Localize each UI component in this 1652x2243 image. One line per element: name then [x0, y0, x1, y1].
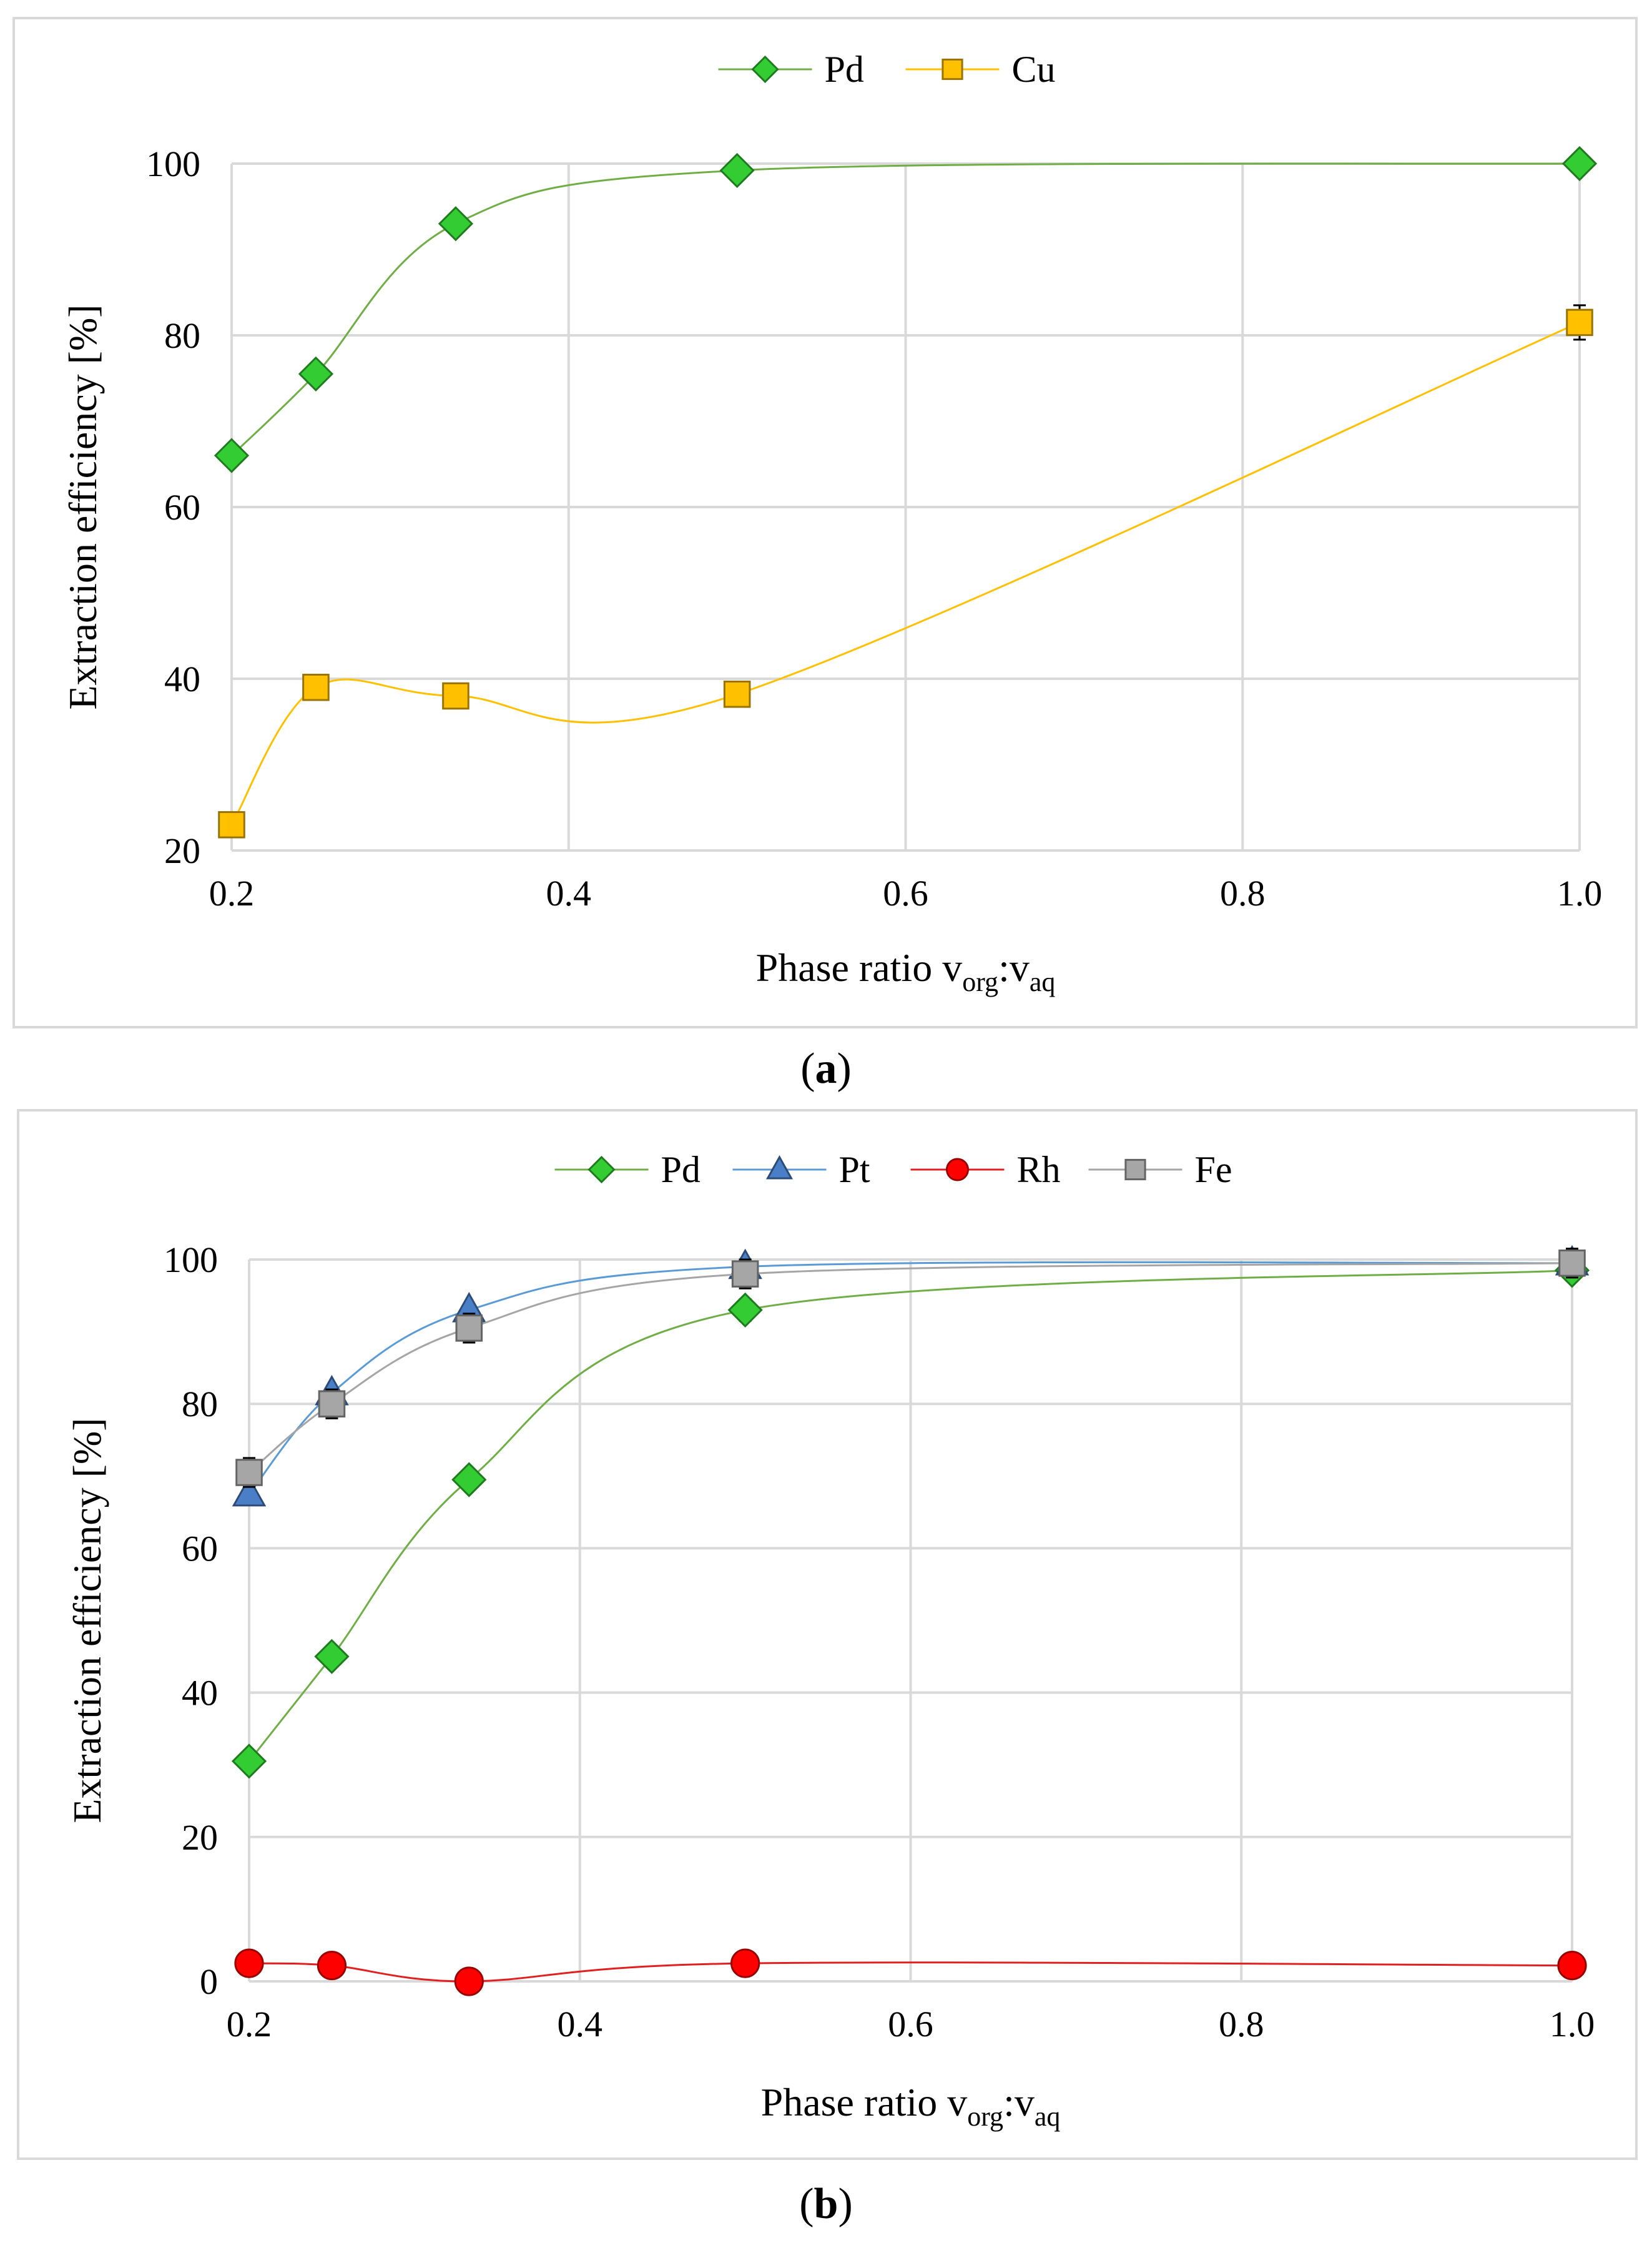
series-fe: [235, 1248, 1586, 1488]
legend-label-fe: Fe: [1195, 1149, 1232, 1190]
caption-b: (b): [799, 2180, 853, 2228]
legend-marker-pd: [588, 1155, 616, 1184]
x-axis-label-main: Phase ratio v: [756, 945, 963, 990]
x-axis-label: Phase ratio vorg:vaq: [761, 2080, 1061, 2132]
data-point-cu: [218, 811, 245, 839]
y-tick-label: 20: [182, 1817, 218, 1858]
chart-a-svg: 0.2 0.4 0.6 0.8 1.0 20 40 60 80 100 Extraction eff…: [61, 49, 1602, 997]
y-tick-label: 80: [182, 1384, 218, 1424]
series-rh: [234, 1948, 1587, 1996]
x-axis-label-colon: :v: [998, 945, 1030, 990]
y-axis-label: Extraction efficiency [%]: [61, 304, 105, 709]
x-axis-label-colon: :v: [1003, 2080, 1035, 2124]
legend-marker-cu: [942, 58, 963, 81]
data-point-pd: [298, 356, 334, 392]
x-axis-label-sub-aq: aq: [1030, 967, 1056, 997]
y-tick-label: 100: [146, 144, 200, 184]
legend-label-pd: Pd: [825, 49, 864, 90]
chart-panel-a: 0.2 0.4 0.6 0.8 1.0 20 40 60 80 100 Extraction eff…: [12, 17, 1638, 1028]
caption-a: (a): [800, 1045, 852, 1093]
data-point-pd: [719, 152, 755, 189]
legend-marker-fe: [1124, 1158, 1146, 1181]
x-tick-label: 0.2: [227, 2004, 272, 2044]
y-tick-label: 20: [164, 831, 200, 871]
data-point-rh: [730, 1948, 760, 1978]
data-point-cu: [723, 680, 751, 708]
chart-b-grid: [248, 1258, 1573, 1983]
chart-a-legend: Pd Cu: [718, 49, 1056, 90]
x-tick-label: 0.8: [1219, 2004, 1264, 2044]
data-point-cu: [442, 682, 470, 710]
x-tick-label: 0.4: [558, 2004, 603, 2044]
data-point-rh: [454, 1966, 484, 1996]
data-point-fe: [1558, 1250, 1586, 1277]
x-axis-label-sub-aq: aq: [1035, 2101, 1061, 2132]
legend-label-pt: Pt: [839, 1149, 870, 1190]
data-point-pd: [727, 1292, 763, 1328]
x-axis-label-sub-org: org: [962, 967, 998, 997]
legend-marker-pd: [751, 55, 779, 84]
data-point-fe: [731, 1260, 759, 1288]
x-tick-label: 0.4: [546, 873, 592, 914]
data-point-pd: [214, 438, 250, 473]
caption-b-letter: b: [814, 2180, 838, 2228]
legend-label-rh: Rh: [1017, 1149, 1061, 1190]
y-axis-label: Extraction efficiency [%]: [65, 1417, 109, 1823]
chart-a-grid: [230, 162, 1581, 852]
data-point-fe: [455, 1314, 483, 1342]
data-point-fe: [235, 1459, 263, 1486]
data-point-cu: [1566, 308, 1593, 337]
x-tick-label: 0.6: [888, 2004, 933, 2044]
data-point-fe: [318, 1390, 346, 1417]
x-tick-label: 0.8: [1220, 873, 1266, 914]
chart-b-tick-labels: 0.2 0.4 0.6 0.8 1.0 0 20 40 60 80 100: [164, 1240, 1595, 2044]
x-tick-label: 1.0: [1550, 2004, 1595, 2044]
data-point-cu: [302, 673, 330, 701]
chart-b-svg: 0.2 0.4 0.6 0.8 1.0 0 20 40 60 80 100 Extraction ef…: [65, 1149, 1595, 2132]
data-point-rh: [234, 1948, 264, 1978]
y-tick-label: 60: [182, 1528, 218, 1569]
series-cu: [218, 304, 1593, 839]
data-point-pt: [232, 1476, 267, 1507]
chart-a-tick-labels: 0.2 0.4 0.6 0.8 1.0 20 40 60 80 100: [146, 144, 1602, 914]
legend-marker-pt: [765, 1155, 794, 1180]
legend-marker-rh: [946, 1158, 969, 1181]
chart-b-legend: Pd Pt Rh Fe: [554, 1149, 1232, 1190]
data-point-rh: [317, 1950, 347, 1981]
y-tick-label: 60: [164, 487, 200, 528]
x-axis-label-main: Phase ratio v: [761, 2080, 968, 2124]
legend-label-pd: Pd: [661, 1149, 701, 1190]
data-point-rh: [1557, 1950, 1587, 1981]
x-axis-label: Phase ratio vorg:vaq: [756, 945, 1056, 997]
data-point-pd: [314, 1639, 350, 1674]
x-tick-label: 0.2: [209, 873, 255, 914]
series-pd: [214, 145, 1598, 473]
data-point-pd: [1561, 145, 1598, 182]
y-tick-label: 40: [164, 659, 200, 699]
y-tick-label: 40: [182, 1673, 218, 1713]
y-tick-label: 0: [200, 1961, 218, 2002]
x-tick-label: 1.0: [1557, 873, 1603, 914]
caption-a-letter: a: [815, 1045, 837, 1093]
y-tick-label: 80: [164, 315, 200, 356]
data-point-pd: [231, 1743, 267, 1779]
legend-label-cu: Cu: [1012, 49, 1056, 90]
x-tick-label: 0.6: [883, 873, 928, 914]
data-point-pd: [438, 206, 474, 242]
chart-panel-b: 0.2 0.4 0.6 0.8 1.0 0 20 40 60 80 100 Extraction ef…: [17, 1109, 1638, 2160]
data-point-pd: [451, 1462, 487, 1497]
x-axis-label-sub-org: org: [967, 2101, 1003, 2132]
y-tick-label: 100: [164, 1240, 218, 1280]
